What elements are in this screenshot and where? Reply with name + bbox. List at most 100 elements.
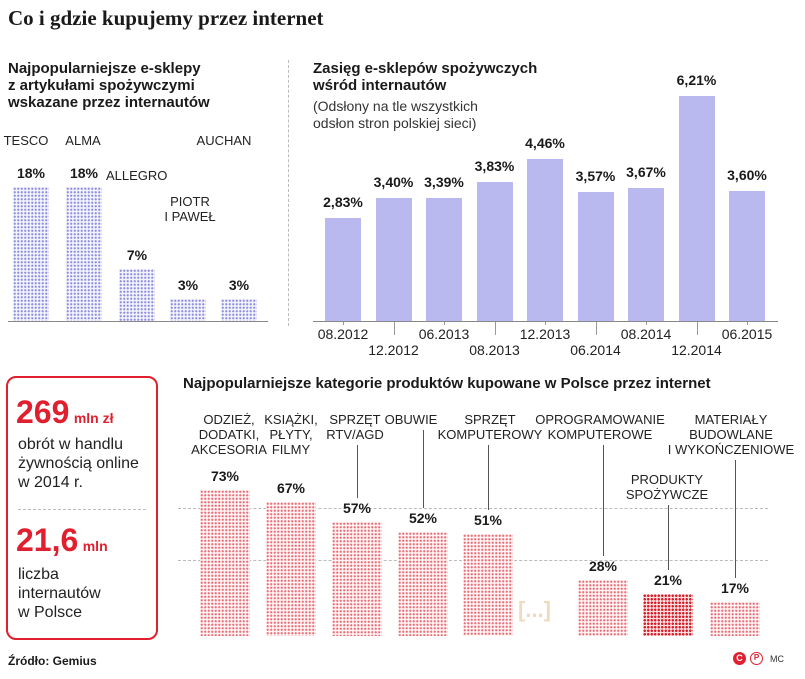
reach-tick — [595, 321, 597, 335]
category-value-label: 51% — [473, 512, 503, 528]
shops-value-label: 18% — [69, 165, 99, 181]
stats-box — [6, 376, 158, 640]
users-line: internautów — [18, 585, 101, 602]
reach-tick — [696, 321, 698, 335]
shops-value-label: 3% — [228, 276, 250, 293]
reach-value-label: 3,60% — [727, 166, 767, 183]
reach-tick-label: 06.2013 — [418, 326, 470, 342]
reach-value-label: 6,21% — [676, 72, 717, 88]
reach-subtitle-line: wśród internautów — [313, 77, 447, 94]
turnover-line: żywnością online — [18, 455, 139, 472]
reach-bar — [426, 198, 462, 321]
reach-bar — [577, 191, 614, 321]
category-leader-line — [488, 445, 489, 510]
reach-bar — [325, 218, 361, 321]
category-leader-line — [357, 445, 358, 498]
shops-bar — [66, 187, 102, 321]
shops-value-label: 3% — [177, 276, 199, 293]
reach-tick — [545, 321, 546, 325]
category-bar — [332, 522, 382, 636]
reach-value-label: 3,57% — [575, 167, 616, 184]
shops-value-label: 7% — [126, 246, 148, 263]
shops-bar — [221, 298, 257, 321]
category-label: KSIĄŻKI, PŁYTY, FILMY — [264, 412, 318, 457]
stats-divider — [18, 509, 146, 510]
reach-note-line: (Odsłony na tle wszystkich — [313, 98, 478, 114]
shops-category-label: ALLEGRO — [106, 168, 168, 183]
category-bar — [398, 532, 448, 636]
users-line: liczba — [18, 566, 59, 583]
reach-tick — [393, 321, 395, 335]
shops-category-label: PIOTR I PAWEŁ — [164, 194, 216, 224]
reach-value-label: 3,83% — [474, 158, 515, 175]
shops-category-label: ALMA — [65, 133, 101, 148]
shops-subtitle: Najpopularniejsze e-sklepy z artykułami … — [8, 60, 210, 111]
reach-bar — [476, 182, 513, 321]
shops-category-label: AUCHAN — [196, 133, 252, 148]
reach-tick-label: 06.2015 — [721, 326, 773, 342]
section-divider — [288, 60, 289, 326]
reach-tick-label: 08.2012 — [317, 326, 369, 342]
category-bar — [710, 602, 760, 636]
category-label: MATERIAŁY BUDOWLANE I WYKOŃCZENIOWE — [667, 412, 795, 457]
category-value-label: 73% — [210, 468, 240, 484]
shops-subtitle-line: z artykułami spożywczymi — [8, 77, 195, 94]
turnover-line: w 2014 r. — [18, 474, 83, 491]
reach-bar — [375, 197, 412, 321]
category-leader-line — [603, 445, 604, 556]
logo-c-icon: C — [733, 652, 746, 665]
reach-tick — [646, 321, 647, 325]
reach-value-label: 3,40% — [373, 173, 414, 190]
category-label: SPRZĘT KOMPUTEROWY — [437, 412, 543, 442]
reach-tick — [343, 321, 344, 325]
category-bar — [463, 534, 513, 636]
category-bar — [266, 502, 316, 636]
reach-bar — [729, 190, 765, 321]
shops-bar — [119, 268, 155, 321]
turnover-line: obrót w handlu — [18, 436, 123, 453]
shops-baseline — [8, 321, 268, 322]
reach-tick — [494, 321, 496, 335]
turnover-stat: 269 mln zł — [16, 394, 114, 431]
reach-baseline — [313, 321, 778, 322]
turnover-value: 269 — [16, 394, 70, 430]
category-label: OPROGRAMOWANIE KOMPUTEROWE — [535, 412, 665, 442]
category-bar — [578, 580, 628, 636]
category-label: OBUWIE — [384, 412, 438, 427]
category-bar — [200, 490, 250, 636]
reach-tick-label: 08.2014 — [620, 326, 672, 342]
users-unit: mln — [82, 538, 108, 554]
reach-note: (Odsłony na tle wszystkich odsłon stron … — [313, 98, 478, 132]
category-leader-line — [423, 430, 424, 508]
reach-value-label: 2,83% — [323, 194, 363, 211]
category-label: SPRZĘT RTV/AGD — [326, 412, 384, 442]
reach-tick — [444, 321, 445, 325]
category-value-label: 17% — [720, 580, 750, 596]
category-value-label: 52% — [408, 510, 438, 526]
reach-tick-label: 06.2014 — [570, 342, 621, 358]
shops-subtitle-line: Najpopularniejsze e-sklepy — [8, 60, 201, 77]
shops-subtitle-line: wskazane przez internautów — [8, 94, 210, 111]
publisher-logo: C P MC — [733, 652, 784, 665]
reach-value-label: 4,46% — [525, 135, 565, 152]
category-label: PRODUKTY SPOŻYWCZE — [625, 472, 709, 502]
reach-subtitle-line: Zasięg e-sklepów spożywczych — [313, 60, 538, 77]
reach-tick-label: 08.2013 — [469, 342, 520, 358]
source-note: Źródło: Gemius — [8, 654, 97, 668]
category-bar — [643, 594, 693, 636]
users-value: 21,6 — [16, 522, 79, 558]
shops-category-label: TESCO — [3, 133, 49, 148]
reach-tick-label: 12.2013 — [519, 326, 571, 342]
reach-value-label: 3,67% — [626, 164, 666, 181]
category-grid-line — [178, 560, 768, 561]
category-value-label: 67% — [276, 480, 306, 496]
reach-tick-label: 12.2012 — [368, 342, 419, 358]
reach-subtitle: Zasięg e-sklepów spożywczych wśród inter… — [313, 60, 537, 94]
ellipsis-marker: [...] — [518, 597, 551, 622]
category-value-label: 21% — [653, 572, 683, 588]
reach-bar — [527, 159, 563, 321]
users-stat: 21,6 mln — [16, 522, 108, 559]
shops-value-label: 18% — [16, 165, 46, 181]
reach-value-label: 3,39% — [424, 174, 464, 191]
turnover-description: obrót w handlu żywnością online w 2014 r… — [18, 435, 139, 492]
